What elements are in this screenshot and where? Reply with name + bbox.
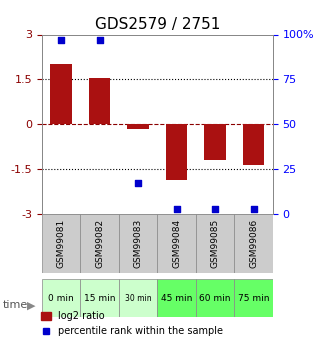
Text: 0 min: 0 min bbox=[48, 294, 74, 303]
FancyBboxPatch shape bbox=[80, 214, 119, 273]
Text: 60 min: 60 min bbox=[199, 294, 231, 303]
Text: ▶: ▶ bbox=[27, 300, 36, 310]
Title: GDS2579 / 2751: GDS2579 / 2751 bbox=[95, 17, 220, 32]
FancyBboxPatch shape bbox=[42, 214, 80, 273]
Text: GSM99082: GSM99082 bbox=[95, 219, 104, 268]
Text: GSM99083: GSM99083 bbox=[134, 219, 143, 268]
FancyBboxPatch shape bbox=[196, 279, 234, 317]
FancyBboxPatch shape bbox=[80, 279, 119, 317]
Point bbox=[135, 181, 141, 186]
Text: GSM99081: GSM99081 bbox=[56, 219, 65, 268]
Text: GSM99086: GSM99086 bbox=[249, 219, 258, 268]
Point bbox=[213, 206, 218, 211]
FancyBboxPatch shape bbox=[157, 279, 196, 317]
Bar bbox=[243, 124, 264, 165]
FancyBboxPatch shape bbox=[119, 214, 157, 273]
Bar bbox=[127, 124, 149, 129]
Bar bbox=[50, 65, 72, 124]
Point bbox=[58, 37, 64, 43]
Text: GSM99085: GSM99085 bbox=[211, 219, 220, 268]
Bar bbox=[204, 124, 226, 160]
FancyBboxPatch shape bbox=[119, 279, 157, 317]
Text: 30 min: 30 min bbox=[125, 294, 151, 303]
FancyBboxPatch shape bbox=[157, 214, 196, 273]
Point bbox=[174, 206, 179, 211]
FancyBboxPatch shape bbox=[42, 279, 80, 317]
Bar bbox=[166, 124, 187, 179]
Point bbox=[97, 37, 102, 43]
Point bbox=[251, 206, 256, 211]
Text: GSM99084: GSM99084 bbox=[172, 219, 181, 268]
Text: 45 min: 45 min bbox=[161, 294, 192, 303]
Text: 15 min: 15 min bbox=[84, 294, 115, 303]
FancyBboxPatch shape bbox=[234, 214, 273, 273]
Legend: log2 ratio, percentile rank within the sample: log2 ratio, percentile rank within the s… bbox=[37, 307, 227, 340]
FancyBboxPatch shape bbox=[196, 214, 234, 273]
Bar bbox=[89, 78, 110, 124]
FancyBboxPatch shape bbox=[234, 279, 273, 317]
Text: time: time bbox=[3, 300, 29, 310]
Text: 75 min: 75 min bbox=[238, 294, 269, 303]
